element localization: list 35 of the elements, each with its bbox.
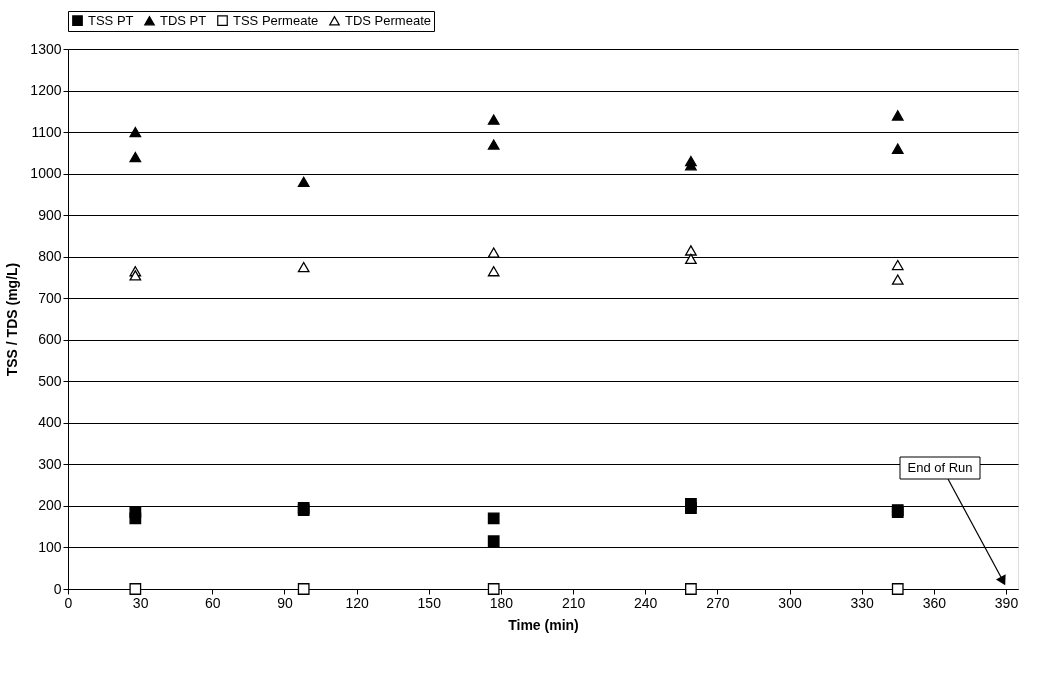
y-tick-label: 1000 (30, 165, 62, 182)
x-tick-label: 0 (64, 594, 73, 611)
x-tick-label: 360 (922, 594, 947, 611)
y-tick-label: 100 (38, 538, 62, 555)
y-tick-label: 700 (38, 289, 62, 306)
x-tick-label: 210 (561, 594, 586, 611)
y-tick-label: 0 (53, 580, 62, 597)
y-tick-label: 1100 (31, 123, 62, 140)
x-tick-label: 60 (205, 594, 221, 611)
y-tick-label: 900 (38, 206, 62, 223)
y-tick-label: 400 (38, 414, 62, 431)
x-tick-label: 270 (706, 594, 730, 611)
y-tick-label: 200 (38, 497, 62, 514)
y-axis-title: TSS / TDS (mg/L) (4, 262, 21, 377)
legend-label: TSS PT (88, 12, 134, 28)
x-tick-label: 90 (277, 594, 293, 611)
x-tick-label: 150 (417, 594, 442, 611)
legend-label: TSS Permeate (233, 12, 319, 28)
x-tick-label: 180 (489, 594, 514, 611)
legend-label: TDS Permeate (345, 12, 431, 28)
y-tick-label: 1200 (30, 82, 62, 99)
y-tick-label: 300 (38, 455, 62, 472)
x-tick-label: 390 (994, 594, 1019, 611)
x-tick-label: 120 (345, 594, 369, 611)
y-tick-label: 500 (38, 372, 62, 389)
y-tick-label: 600 (38, 331, 62, 348)
legend-label: TDS PT (160, 12, 207, 28)
x-tick-label: 300 (778, 594, 802, 611)
x-axis-title: Time (min) (508, 616, 579, 633)
x-tick-label: 240 (634, 594, 658, 611)
x-tick-label: 330 (850, 594, 875, 611)
annotation: End of Run (907, 460, 973, 475)
x-tick-label: 30 (132, 594, 149, 611)
y-tick-label: 800 (38, 248, 62, 265)
y-tick-label: 1300 (30, 40, 62, 57)
